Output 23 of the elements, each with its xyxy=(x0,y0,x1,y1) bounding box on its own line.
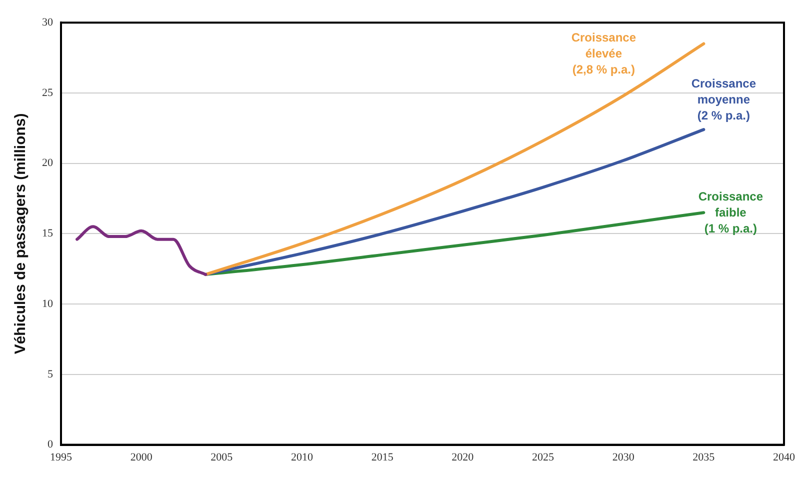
y-tick-label: 30 xyxy=(42,16,54,28)
y-tick-label: 15 xyxy=(42,228,54,240)
x-tick-label: 2040 xyxy=(773,451,796,464)
x-tick-label: 1995 xyxy=(50,451,72,464)
x-tick-label: 2010 xyxy=(291,451,314,464)
x-tick-label: 2025 xyxy=(532,451,554,464)
series-label: Croissance faible (1 % p.a.) xyxy=(698,190,764,236)
x-tick-label: 2015 xyxy=(371,451,394,464)
x-tick-label: 2020 xyxy=(452,451,474,464)
x-tick-label: 2035 xyxy=(692,451,716,464)
x-tick-label: 2005 xyxy=(210,451,234,464)
y-tick-label: 25 xyxy=(42,86,54,99)
line-series xyxy=(204,211,706,276)
line-series xyxy=(76,225,208,276)
x-tick-label: 2030 xyxy=(612,451,635,464)
series-label: Croissance moyenne (2 % p.a.) xyxy=(691,76,756,123)
y-tick-label: 20 xyxy=(42,157,54,170)
y-axis-title: Véhicules de passagers (millions) xyxy=(12,113,30,354)
y-tick-label: 5 xyxy=(48,368,54,380)
series-label: Croissance élevée (2,8 % p.a.) xyxy=(571,30,636,77)
x-tick-label: 2000 xyxy=(130,451,153,464)
y-tick-label: 10 xyxy=(42,298,54,310)
y-tick-label: 0 xyxy=(48,438,54,451)
